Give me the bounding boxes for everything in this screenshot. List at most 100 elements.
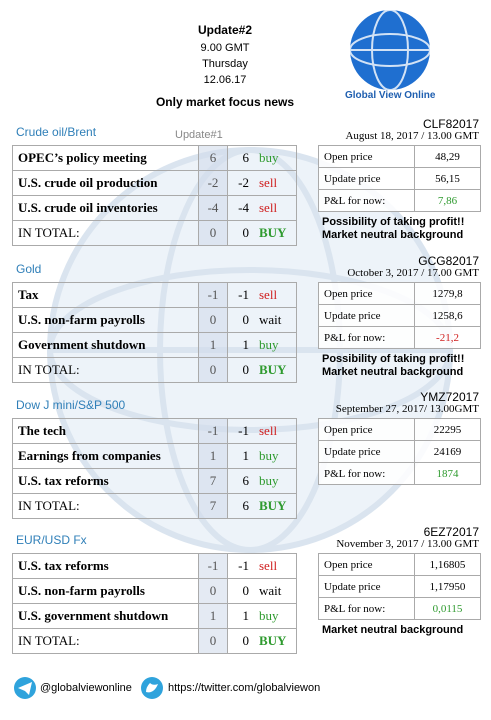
signal-row: U.S. crude oil inventories -4 -4 sell	[12, 195, 297, 221]
signal: sell	[254, 553, 297, 579]
row-label: U.S. crude oil production	[12, 170, 199, 196]
row-label: U.S. tax reforms	[12, 553, 199, 579]
price-row: P&L for now: 1874	[318, 462, 481, 485]
price-row: Update price 24169	[318, 440, 481, 463]
current-score: -1	[227, 553, 254, 579]
signal-row: IN TOTAL: 0 0 BUY	[12, 628, 297, 654]
price-value: 1,16805	[414, 553, 481, 576]
signal: sell	[254, 282, 297, 308]
row-label: U.S. government shutdown	[12, 603, 199, 629]
current-score: 0	[227, 307, 254, 333]
price-label: Update price	[318, 575, 415, 598]
telegram-handle: @globalviewonline	[40, 682, 132, 694]
signal-row: IN TOTAL: 0 0 BUY	[12, 357, 297, 383]
price-table: Open price 1,16805 Update price 1,17950 P&L …	[318, 553, 481, 620]
update-time: September 27, 2017/ 13.00GMT	[335, 403, 479, 415]
price-row: P&L for now: 0,0115	[318, 597, 481, 620]
price-label: Open price	[318, 282, 415, 305]
price-label: Open price	[318, 418, 415, 441]
signal: buy	[254, 332, 297, 358]
price-row: Open price 1,16805	[318, 553, 481, 576]
price-label: P&L for now:	[318, 462, 415, 485]
previous-score: 1	[198, 443, 228, 469]
current-score: 1	[227, 443, 254, 469]
subtitle: Only market focus news	[155, 95, 295, 109]
row-label: U.S. non-farm payrolls	[12, 578, 199, 604]
signal: sell	[254, 418, 297, 444]
previous-label: Update#1	[175, 129, 223, 141]
current-score: -1	[227, 418, 254, 444]
signal: BUY	[254, 357, 297, 383]
previous-score: 0	[198, 578, 228, 604]
ticker: GCG82017	[418, 254, 479, 268]
price-row: Update price 56,15	[318, 167, 481, 190]
telegram-icon	[14, 677, 36, 699]
note: Market neutral background	[322, 229, 464, 241]
previous-score: 6	[198, 145, 228, 171]
signal: BUY	[254, 628, 297, 654]
row-label: Tax	[12, 282, 199, 308]
signal-row: IN TOTAL: 7 6 BUY	[12, 493, 297, 519]
signal-row: U.S. government shutdown 1 1 buy	[12, 603, 297, 629]
signal-row: U.S. tax reforms 7 6 buy	[12, 468, 297, 494]
signal-row: Earnings from companies 1 1 buy	[12, 443, 297, 469]
day: Thursday	[202, 58, 248, 70]
row-label: IN TOTAL:	[12, 493, 199, 519]
signal-table: The tech -1 -1 sell Earnings from companies 1…	[12, 418, 297, 519]
price-label: P&L for now:	[318, 326, 415, 349]
previous-score: 0	[198, 220, 228, 246]
signal-row: IN TOTAL: 0 0 BUY	[12, 220, 297, 246]
signal: BUY	[254, 220, 297, 246]
price-value: 22295	[414, 418, 481, 441]
price-value: 1258,6	[414, 304, 481, 327]
signal: buy	[254, 145, 297, 171]
signal: wait	[254, 307, 297, 333]
section-name: Gold	[16, 262, 42, 276]
row-label: IN TOTAL:	[12, 628, 199, 654]
price-row: Open price 22295	[318, 418, 481, 441]
price-label: Open price	[318, 145, 415, 168]
section-name: Dow J mini/S&P 500	[16, 398, 126, 412]
price-value: 56,15	[414, 167, 481, 190]
current-score: -4	[227, 195, 254, 221]
signal: buy	[254, 443, 297, 469]
signal: sell	[254, 170, 297, 196]
current-score: 1	[227, 603, 254, 629]
previous-score: -4	[198, 195, 228, 221]
ticker: 6EZ72017	[423, 525, 479, 539]
price-table: Open price 1279,8 Update price 1258,6 P&L fo…	[318, 282, 481, 349]
price-row: Update price 1258,6	[318, 304, 481, 327]
price-row: Open price 1279,8	[318, 282, 481, 305]
signal: wait	[254, 578, 297, 604]
signal-row: U.S. non-farm payrolls 0 0 wait	[12, 307, 297, 333]
update-time: August 18, 2017 / 13.00 GMT	[345, 130, 479, 142]
note: Possibility of taking profit!!	[322, 216, 465, 228]
previous-score: 0	[198, 628, 228, 654]
price-label: Open price	[318, 553, 415, 576]
ticker: YMZ72017	[420, 390, 479, 404]
price-table: Open price 48,29 Update price 56,15 P&L for …	[318, 145, 481, 212]
signal-row: The tech -1 -1 sell	[12, 418, 297, 444]
signal-row: U.S. tax reforms -1 -1 sell	[12, 553, 297, 579]
current-score: 6	[227, 493, 254, 519]
ticker: CLF82017	[422, 117, 479, 131]
signal-table: U.S. tax reforms -1 -1 sell U.S. non-farm pa…	[12, 553, 297, 654]
signal-table: OPEC’s policy meeting 6 6 buy U.S. crude oil…	[12, 145, 297, 246]
previous-score: 7	[198, 468, 228, 494]
previous-score: -1	[198, 418, 228, 444]
price-value: 1874	[414, 462, 481, 485]
price-row: Update price 1,17950	[318, 575, 481, 598]
time: 9.00 GMT	[200, 42, 250, 54]
update-time: October 3, 2017 / 17.00 GMT	[347, 267, 479, 279]
current-score: 0	[227, 220, 254, 246]
signal-row: Government shutdown 1 1 buy	[12, 332, 297, 358]
brand: Global View Online	[345, 90, 436, 101]
price-value: 48,29	[414, 145, 481, 168]
twitter-icon	[141, 677, 163, 699]
price-value: -21,2	[414, 326, 481, 349]
price-value: 1279,8	[414, 282, 481, 305]
signal-row: Tax -1 -1 sell	[12, 282, 297, 308]
previous-score: 0	[198, 357, 228, 383]
price-row: Open price 48,29	[318, 145, 481, 168]
row-label: IN TOTAL:	[12, 357, 199, 383]
